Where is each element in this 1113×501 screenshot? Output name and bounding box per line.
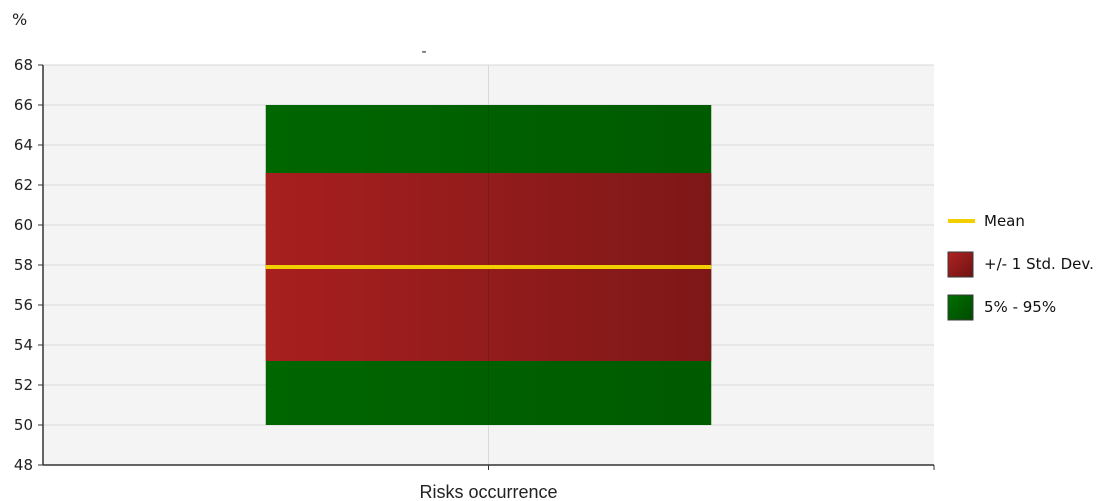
chart-title: -	[421, 44, 426, 60]
y-tick-labels: 48 50 52 54 56 58 60 62 64 66 68	[14, 56, 43, 474]
y-tick-label: 54	[14, 336, 33, 354]
legend-label: Mean	[984, 212, 1025, 230]
boxes	[265, 105, 712, 425]
y-tick-label: 52	[14, 376, 33, 394]
y-tick-label: 62	[14, 176, 33, 194]
legend-label: 5% - 95%	[984, 298, 1056, 316]
y-tick-label: 58	[14, 256, 33, 274]
y-tick-label: 48	[14, 456, 33, 474]
x-category-label: Risks occurrence	[419, 482, 557, 501]
legend-box-swatch	[947, 294, 974, 321]
legend-label: +/- 1 Std. Dev.	[984, 255, 1094, 273]
y-tick-label: 60	[14, 216, 33, 234]
y-tick-label: 68	[14, 56, 33, 74]
x-category-labels: Risks occurrence	[419, 482, 557, 501]
y-tick-label: 50	[14, 416, 33, 434]
y-tick-label: 64	[14, 136, 33, 154]
legend: Mean +/- 1 Std. Dev. 5% - 95%	[947, 212, 1094, 321]
legend-box-swatch	[947, 251, 974, 278]
y-unit-label: %	[12, 10, 27, 29]
y-tick-label: 56	[14, 296, 33, 314]
y-tick-label: 66	[14, 96, 33, 114]
